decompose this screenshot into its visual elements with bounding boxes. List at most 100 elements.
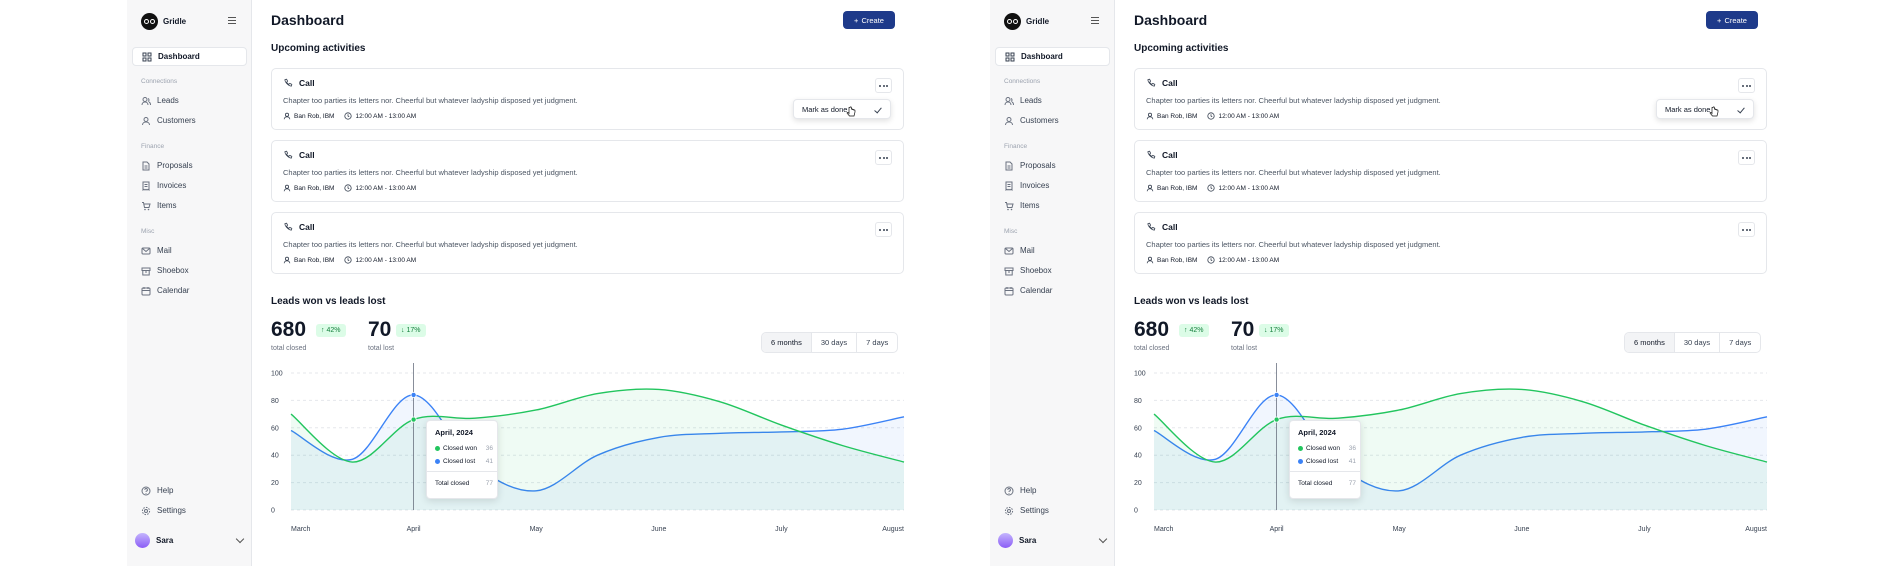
sidebar-item-customers[interactable]: Customers (995, 111, 1110, 130)
sidebar-item-mail[interactable]: Mail (132, 241, 247, 260)
sidebar-item-invoices[interactable]: Invoices (995, 176, 1110, 195)
activity-description: Chapter too parties its letters nor. Che… (1146, 240, 1441, 249)
box-icon (141, 267, 151, 275)
sidebar-item-customers[interactable]: Customers (132, 111, 247, 130)
activity-person: Ban Rob, IBM (283, 184, 334, 192)
tooltip-lost-value: 41 (485, 458, 493, 465)
x-tick-label: July (775, 526, 788, 533)
menu-toggle-icon[interactable] (228, 17, 236, 24)
sidebar-item-shoebox[interactable]: Shoebox (995, 261, 1110, 280)
mark-as-done-item[interactable]: Mark as done (802, 104, 848, 114)
total-lost-label: total lost (368, 345, 395, 352)
brand-name: Gridle (163, 17, 187, 26)
gear-icon (1004, 506, 1014, 515)
range-30-days[interactable]: 30 days (810, 333, 856, 352)
app-panel-right: Gridle Dashboard Connections Leads Custo… (990, 0, 1780, 566)
sidebar-item-label: Settings (1020, 506, 1049, 515)
series-area-1 (1154, 389, 1767, 510)
range-6-months[interactable]: 6 months (762, 333, 811, 352)
sidebar-item-proposals[interactable]: Proposals (132, 156, 247, 175)
activity-time: 12:00 AM - 13:00 AM (1207, 184, 1279, 192)
tooltip-title: April, 2024 (435, 428, 473, 437)
sidebar-item-help[interactable]: Help (132, 481, 247, 500)
section-finance: Finance (141, 143, 165, 150)
chevron-down-icon[interactable] (1098, 534, 1108, 544)
avatar (135, 532, 150, 548)
chart-tooltip: April, 2024 Closed won 36 Closed lost 41 T… (1289, 420, 1361, 499)
brand[interactable]: Gridle (1004, 13, 1049, 30)
tooltip-won-value: 36 (485, 445, 493, 452)
user-menu[interactable]: Sara (998, 530, 1110, 550)
invoice-icon (142, 181, 150, 191)
sidebar-item-help[interactable]: Help (995, 481, 1110, 500)
calendar-icon (141, 286, 151, 295)
activity-menu-dropdown[interactable]: Mark as done (793, 99, 891, 119)
more-options-button[interactable] (875, 78, 892, 93)
phone-icon (1147, 222, 1156, 231)
dashboard-icon (1005, 52, 1015, 61)
sidebar-item-invoices[interactable]: Invoices (132, 176, 247, 195)
activity-description: Chapter too parties its letters nor. Che… (283, 96, 578, 105)
range-30-days[interactable]: 30 days (1673, 333, 1719, 352)
sidebar-item-settings[interactable]: Settings (995, 501, 1110, 520)
sidebar-item-dashboard[interactable]: Dashboard (995, 47, 1110, 66)
mail-icon (141, 247, 151, 254)
sidebar-item-proposals[interactable]: Proposals (995, 156, 1110, 175)
sidebar-item-mail[interactable]: Mail (995, 241, 1110, 260)
x-tick-label: April (1270, 526, 1284, 533)
more-options-button[interactable] (1738, 222, 1755, 237)
range-7-days[interactable]: 7 days (856, 333, 897, 352)
more-options-button[interactable] (875, 222, 892, 237)
activity-meta: Ban Rob, IBM 12:00 AM - 13:00 AM (283, 184, 416, 192)
more-options-button[interactable] (1738, 78, 1755, 93)
more-options-button[interactable] (1738, 150, 1755, 165)
mark-as-done-item[interactable]: Mark as done (1665, 104, 1711, 114)
activity-title-row: Call (1146, 222, 1178, 232)
activity-card[interactable]: Call Chapter too parties its letters nor… (1134, 140, 1767, 202)
activity-person-text: Ban Rob, IBM (294, 184, 335, 192)
check-icon (1737, 105, 1745, 114)
sidebar-item-items[interactable]: Items (132, 196, 247, 215)
activity-description: Chapter too parties its letters nor. Che… (283, 240, 578, 249)
sidebar-item-settings[interactable]: Settings (132, 501, 247, 520)
sidebar-item-shoebox[interactable]: Shoebox (132, 261, 247, 280)
invoice-icon (1005, 181, 1013, 191)
sidebar-item-dashboard[interactable]: Dashboard (132, 47, 247, 66)
create-button[interactable]: + Create (1706, 11, 1758, 29)
more-options-button[interactable] (875, 150, 892, 165)
range-6-months[interactable]: 6 months (1625, 333, 1674, 352)
lost-change-value: 17% (1269, 327, 1284, 334)
activity-time-text: 12:00 AM - 13:00 AM (1218, 112, 1280, 120)
phone-icon (284, 222, 293, 231)
user-menu[interactable]: Sara (135, 530, 247, 550)
activity-time: 12:00 AM - 13:00 AM (1207, 112, 1279, 120)
range-7-days[interactable]: 7 days (1719, 333, 1760, 352)
activity-menu-dropdown[interactable]: Mark as done (1656, 99, 1754, 119)
activity-time-text: 12:00 AM - 13:00 AM (355, 256, 417, 264)
document-icon (1005, 161, 1013, 170)
phone-icon (1147, 150, 1156, 159)
activity-card[interactable]: Call Chapter too parties its letters nor… (271, 140, 904, 202)
sidebar-item-label: Shoebox (1020, 266, 1052, 275)
y-tick-label: 80 (1134, 398, 1142, 405)
y-tick-label: 100 (1134, 371, 1146, 378)
create-button[interactable]: + Create (843, 11, 895, 29)
sidebar-item-leads[interactable]: Leads (132, 91, 247, 110)
sidebar-item-calendar[interactable]: Calendar (132, 281, 247, 300)
activity-card[interactable]: Call Chapter too parties its letters nor… (271, 212, 904, 274)
menu-toggle-icon[interactable] (1091, 17, 1099, 24)
leads-line-chart: 0 20 40 60 80 100 March April May June July August (1134, 363, 1768, 533)
document-icon (142, 161, 150, 170)
activity-card[interactable]: Call Chapter too parties its letters nor… (1134, 212, 1767, 274)
brand[interactable]: Gridle (141, 13, 186, 30)
y-tick-label: 0 (1134, 508, 1138, 515)
y-tick-label: 100 (271, 371, 283, 378)
arrow-down-icon: ↓ (401, 327, 405, 334)
sidebar-item-label: Help (157, 486, 174, 495)
chevron-down-icon[interactable] (235, 534, 245, 544)
lost-change-badge: ↓ 17% (396, 324, 426, 337)
sidebar-item-leads[interactable]: Leads (995, 91, 1110, 110)
sidebar-item-calendar[interactable]: Calendar (995, 281, 1110, 300)
sidebar-item-items[interactable]: Items (995, 196, 1110, 215)
sidebar-item-label: Shoebox (157, 266, 189, 275)
